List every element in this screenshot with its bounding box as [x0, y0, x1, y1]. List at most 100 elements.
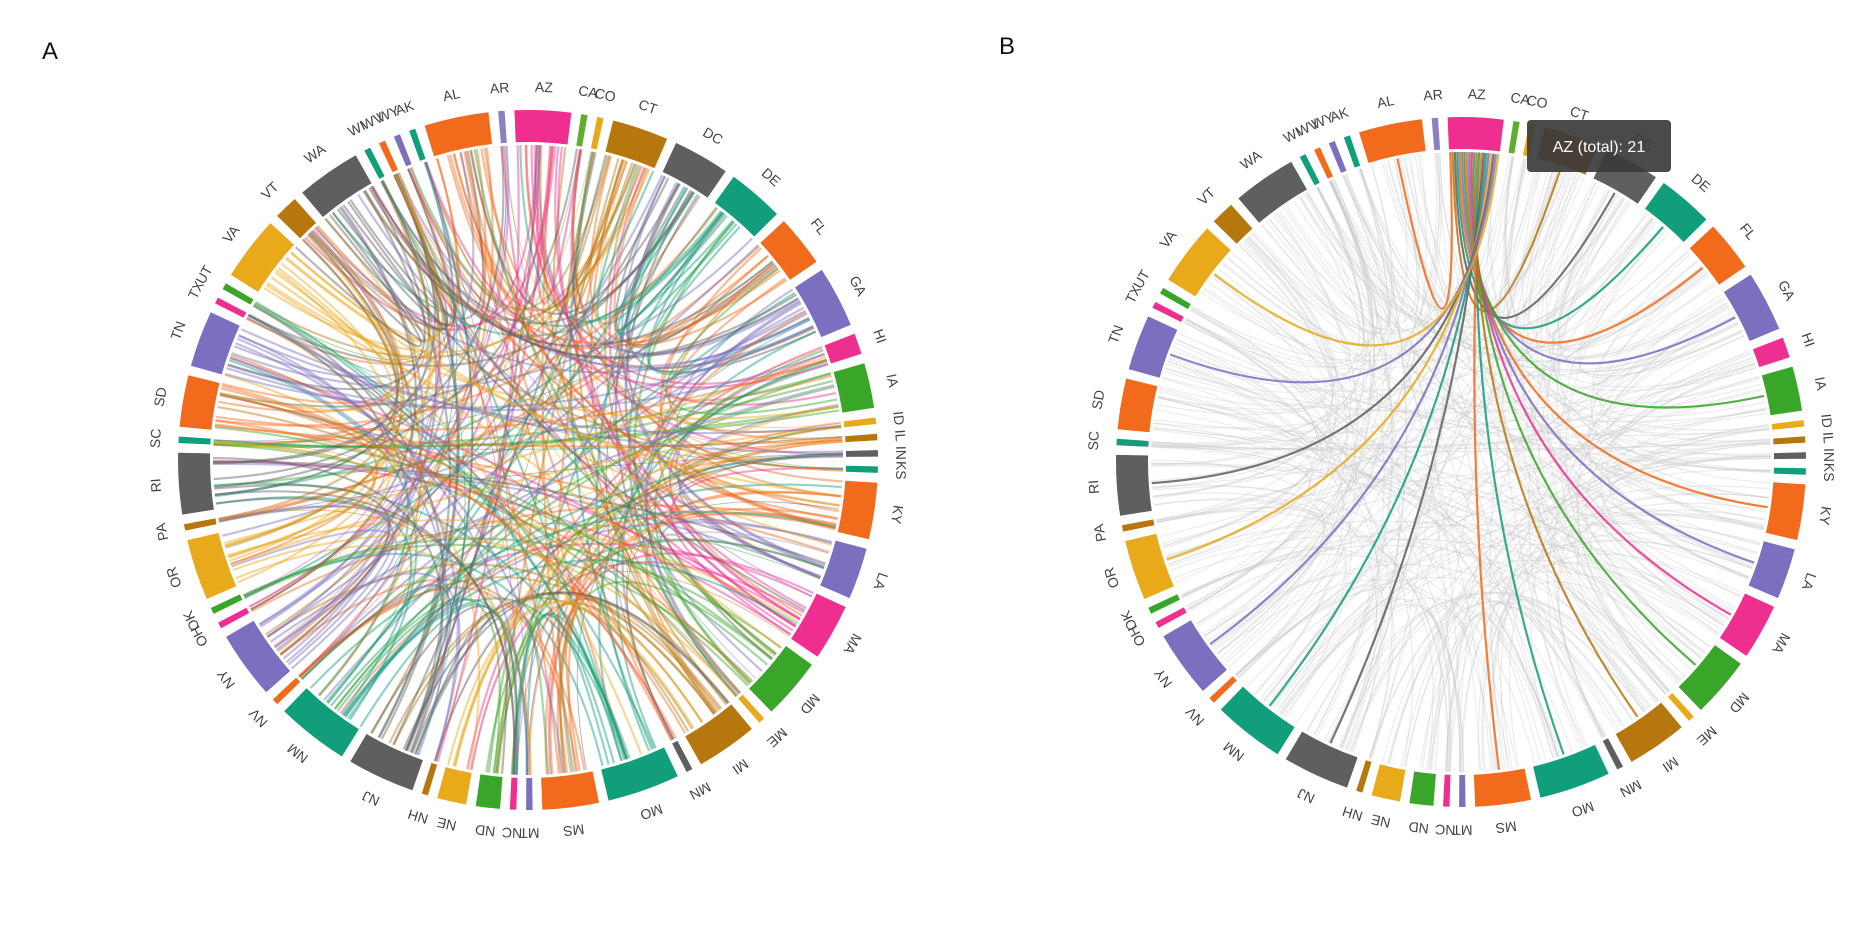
segment-mt[interactable]: [526, 778, 533, 811]
segment-nj[interactable]: [350, 734, 423, 791]
segment-wy[interactable]: [393, 134, 412, 167]
segment-la[interactable]: [1748, 541, 1795, 599]
segment-vt[interactable]: [1213, 204, 1253, 244]
segment-wi[interactable]: [364, 147, 385, 179]
segment-nd[interactable]: [475, 774, 503, 809]
segment-nm[interactable]: [284, 688, 359, 757]
segment-nv[interactable]: [272, 677, 301, 705]
segment-tx[interactable]: [215, 297, 247, 318]
segment-mi[interactable]: [1615, 702, 1682, 762]
segment-fl[interactable]: [760, 221, 817, 280]
segment-nc[interactable]: [509, 777, 518, 810]
segment-nh[interactable]: [1356, 760, 1372, 793]
segment-or[interactable]: [187, 532, 237, 599]
segment-or[interactable]: [1125, 533, 1174, 599]
segment-ia[interactable]: [1761, 366, 1803, 416]
segment-ms[interactable]: [1473, 768, 1531, 807]
segment-ky[interactable]: [1765, 482, 1806, 541]
segment-va[interactable]: [230, 223, 294, 292]
segment-ga[interactable]: [1723, 274, 1780, 341]
segment-ca[interactable]: [1508, 121, 1520, 154]
segment-ar[interactable]: [1431, 117, 1441, 151]
segment-nm[interactable]: [1220, 686, 1295, 755]
segment-de[interactable]: [714, 176, 777, 237]
segment-md[interactable]: [1678, 645, 1741, 710]
segment-il[interactable]: [1773, 436, 1806, 445]
segment-tx[interactable]: [1152, 301, 1184, 322]
segment-ga[interactable]: [795, 269, 851, 338]
segment-fl[interactable]: [1689, 226, 1746, 285]
segment-wa[interactable]: [302, 155, 372, 217]
segment-ct[interactable]: [605, 120, 668, 169]
segment-ky[interactable]: [837, 480, 878, 540]
segment-me[interactable]: [1667, 693, 1694, 721]
segment-pa[interactable]: [1121, 519, 1155, 532]
segment-id[interactable]: [1771, 420, 1805, 430]
segment-md[interactable]: [749, 646, 812, 712]
segment-ak[interactable]: [409, 128, 426, 161]
segment-mn[interactable]: [672, 740, 693, 772]
segment-vt[interactable]: [277, 199, 317, 239]
segment-va[interactable]: [1168, 228, 1231, 297]
segment-nj[interactable]: [1285, 731, 1358, 788]
segment-az[interactable]: [1447, 117, 1504, 152]
segment-al[interactable]: [424, 112, 492, 157]
segment-ar[interactable]: [498, 110, 507, 144]
segment-dc[interactable]: [662, 142, 726, 198]
segment-ma[interactable]: [1719, 593, 1775, 656]
segment-ut[interactable]: [222, 283, 254, 305]
segment-wv[interactable]: [378, 140, 398, 173]
segment-tn[interactable]: [190, 312, 240, 375]
segment-mn[interactable]: [1602, 738, 1623, 770]
segment-ma[interactable]: [791, 593, 846, 657]
segment-sd[interactable]: [179, 375, 220, 430]
segment-wa[interactable]: [1238, 161, 1307, 223]
segment-nd[interactable]: [1409, 771, 1436, 806]
segment-co[interactable]: [590, 116, 604, 150]
segment-ne[interactable]: [1371, 764, 1406, 802]
segment-ok[interactable]: [1148, 594, 1180, 614]
segment-az[interactable]: [514, 110, 572, 145]
segment-hi[interactable]: [1752, 337, 1790, 368]
segment-wi[interactable]: [1299, 154, 1320, 186]
segment-il[interactable]: [845, 433, 878, 443]
segment-pa[interactable]: [183, 518, 217, 531]
segment-nc[interactable]: [1443, 774, 1451, 807]
segment-nh[interactable]: [421, 763, 438, 796]
segment-me[interactable]: [738, 694, 765, 723]
segment-mi[interactable]: [685, 704, 752, 765]
segment-ks[interactable]: [1773, 467, 1806, 475]
segment-in[interactable]: [1773, 452, 1806, 459]
segment-ms[interactable]: [541, 771, 599, 810]
segment-ok[interactable]: [210, 594, 243, 614]
segment-al[interactable]: [1359, 119, 1426, 163]
segment-ca[interactable]: [576, 114, 588, 147]
segment-la[interactable]: [820, 540, 867, 599]
segment-hi[interactable]: [824, 333, 862, 364]
segment-ri[interactable]: [1116, 454, 1152, 516]
segment-tn[interactable]: [1128, 316, 1178, 378]
segment-oh[interactable]: [1155, 607, 1187, 628]
segment-ia[interactable]: [833, 363, 875, 413]
segment-wv[interactable]: [1314, 147, 1333, 179]
segment-ne[interactable]: [437, 767, 472, 805]
segment-oh[interactable]: [218, 607, 250, 629]
segment-mo[interactable]: [601, 747, 678, 801]
segment-sd[interactable]: [1117, 378, 1158, 433]
segment-sc[interactable]: [178, 436, 211, 445]
segment-in[interactable]: [845, 450, 878, 457]
segment-ny[interactable]: [226, 620, 291, 693]
segment-wy[interactable]: [1328, 140, 1347, 173]
segment-sc[interactable]: [1116, 438, 1149, 447]
segment-ut[interactable]: [1160, 287, 1191, 310]
segment-de[interactable]: [1645, 182, 1707, 242]
segment-ks[interactable]: [845, 465, 878, 473]
segment-id[interactable]: [843, 417, 877, 428]
segment-mt[interactable]: [1459, 775, 1466, 808]
segment-nv[interactable]: [1209, 676, 1237, 703]
segment-mo[interactable]: [1533, 744, 1609, 798]
ribbon: [381, 180, 466, 755]
segment-ny[interactable]: [1163, 620, 1227, 691]
segment-ri[interactable]: [178, 452, 214, 515]
segment-ak[interactable]: [1343, 135, 1361, 168]
